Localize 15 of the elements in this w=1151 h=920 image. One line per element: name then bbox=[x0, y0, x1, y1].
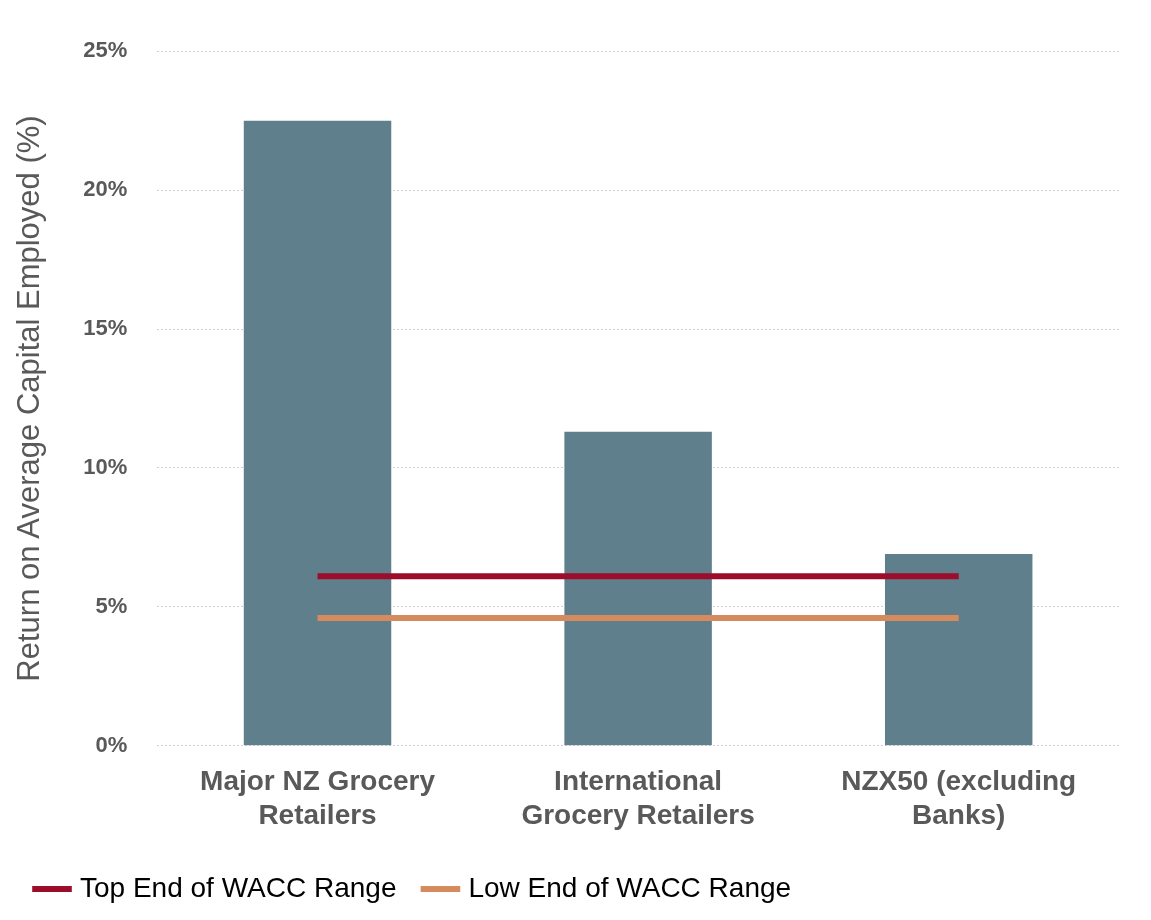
bar bbox=[564, 431, 712, 746]
x-tick-label: NZX50 (excluding Banks) bbox=[841, 765, 1077, 830]
bar bbox=[243, 120, 392, 746]
y-tick-label: 25% bbox=[83, 37, 128, 63]
legend-label: Top End of WACC Range bbox=[80, 871, 397, 903]
y-tick-label: 5% bbox=[95, 592, 128, 618]
bar bbox=[884, 554, 1033, 746]
y-tick-label: 15% bbox=[83, 315, 128, 341]
y-tick-label: 10% bbox=[83, 454, 128, 480]
y-axis-title: Return on Average Capital Employed (%) bbox=[11, 115, 47, 682]
x-tick-label: International Grocery Retailers bbox=[521, 765, 755, 830]
y-tick-label: 0% bbox=[95, 731, 128, 757]
x-tick-label: Major NZ Grocery Retailers bbox=[200, 765, 436, 830]
legend-label: Low End of WACC Range bbox=[468, 871, 792, 903]
y-tick-label: 20% bbox=[83, 176, 128, 202]
